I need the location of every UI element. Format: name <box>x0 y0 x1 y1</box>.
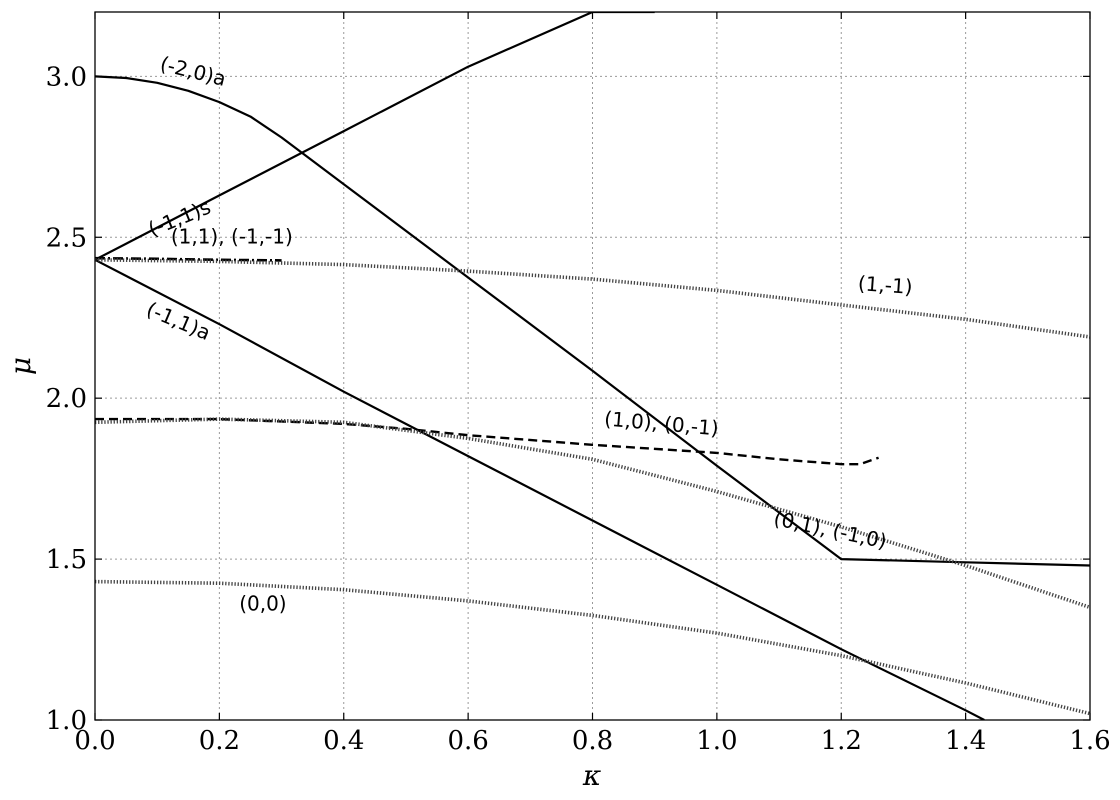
grid <box>95 12 1090 720</box>
x-axis-label: κ <box>582 759 601 792</box>
series-line-m20a <box>95 75 1090 567</box>
y-tick-label: 2.0 <box>46 384 87 414</box>
y-tick-label: 3.0 <box>46 62 87 92</box>
series-group <box>95 12 1090 720</box>
y-tick-label: 1.0 <box>46 706 87 736</box>
curve-labels: (-2,0)a(-1,1)s(1,1), (-1,-1)(1,-1)(-1,1)… <box>143 51 913 615</box>
x-tick-label: 1.6 <box>1069 726 1110 756</box>
x-tick-label: 1.2 <box>821 726 862 756</box>
x-tick-label: 0.4 <box>323 726 364 756</box>
x-tick-label: 0.6 <box>447 726 488 756</box>
series-line-m11a <box>95 258 985 720</box>
curve-label-p1m1: (1,-1) <box>857 271 913 299</box>
y-tick-label: 1.5 <box>46 545 87 575</box>
series-line-p01 <box>95 417 1090 610</box>
curve-label-p00: (0,0) <box>239 592 286 616</box>
y-axis-label: μ <box>4 357 37 375</box>
series-line-p10 <box>95 417 879 466</box>
x-tick-label: 0.2 <box>199 726 240 756</box>
series-line-p1m1 <box>95 258 1090 339</box>
curve-label-p10: (1,0), (0,-1) <box>603 406 719 440</box>
x-tick-label: 1.4 <box>945 726 986 756</box>
x-tick-label: 0.0 <box>74 726 115 756</box>
x-tick-label: 1.0 <box>696 726 737 756</box>
curve-label-p01: (0,1), (-1,0) <box>772 506 889 553</box>
x-tick-label: 0.8 <box>572 726 613 756</box>
series-line-m11s <box>95 12 655 261</box>
curve-label-p11: (1,1), (-1,-1) <box>171 225 293 249</box>
y-tick-label: 2.5 <box>46 223 87 253</box>
ticks: 0.0 0.2 0.4 0.6 0.8 1.0 1.2 1.4 1.6 1.0 1.5 2.0 2.5 3… <box>46 12 1111 756</box>
